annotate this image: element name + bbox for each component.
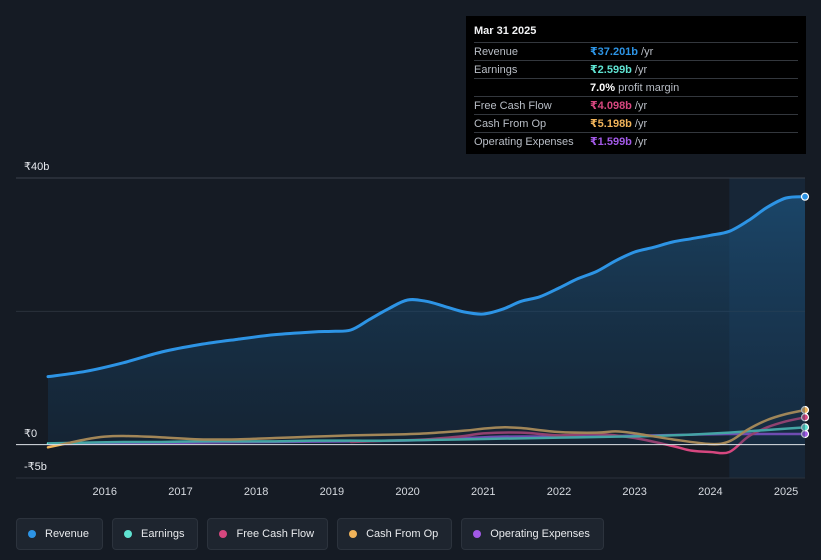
tooltip-label: Free Cash Flow bbox=[474, 99, 552, 112]
x-tick-label: 2025 bbox=[774, 486, 798, 498]
tooltip-row-earnings: Earnings ₹2.599b /yr bbox=[474, 60, 798, 78]
tooltip-unit: /yr bbox=[641, 45, 654, 58]
tooltip-row-cash-from-op: Cash From Op ₹5.198b /yr bbox=[474, 114, 798, 132]
legend-label: Revenue bbox=[45, 528, 90, 540]
legend-dot-icon bbox=[219, 530, 228, 538]
x-tick-label: 2024 bbox=[698, 486, 722, 498]
legend-item-free-cash-flow[interactable]: Free Cash Flow bbox=[207, 518, 329, 550]
x-tick-label: 2019 bbox=[320, 486, 344, 498]
x-tick-label: 2020 bbox=[395, 486, 419, 498]
y-label-bottom: -₹5b bbox=[24, 461, 47, 473]
series-layer bbox=[46, 192, 810, 455]
legend-dot-icon bbox=[349, 530, 358, 538]
legend-label: Earnings bbox=[141, 528, 185, 540]
chart: ₹40b ₹0 -₹5b 2016 2017 2018 2019 2020 2021 202… bbox=[16, 161, 810, 498]
tooltip-value: 7.0% bbox=[590, 81, 616, 94]
tooltip-value: ₹4.098b bbox=[590, 100, 632, 112]
legend-dot-icon bbox=[124, 530, 133, 538]
x-tick-label: 2018 bbox=[244, 486, 268, 498]
x-axis-ticks: 2016 2017 2018 2019 2020 2021 2022 2023 2024 2025 bbox=[93, 486, 799, 498]
tooltip-date: Mar 31 2025 bbox=[474, 25, 537, 37]
legend-dot-icon bbox=[28, 530, 36, 538]
tooltip-unit: /yr bbox=[634, 63, 648, 76]
y-label-top: ₹40b bbox=[24, 161, 49, 173]
legend-item-cash-from-op[interactable]: Cash From Op bbox=[337, 518, 453, 550]
tooltip-unit: /yr bbox=[634, 117, 648, 130]
tooltip-value: ₹2.599b bbox=[590, 64, 632, 76]
x-tick-label: 2016 bbox=[93, 486, 117, 498]
tooltip-value: ₹5.198b bbox=[590, 118, 632, 130]
tooltip-row-profit-margin: 7.0% profit margin bbox=[474, 78, 798, 96]
legend: Revenue Earnings Free Cash Flow Cash Fro… bbox=[16, 518, 604, 550]
x-tick-label: 2023 bbox=[622, 486, 646, 498]
tooltip-unit: profit margin bbox=[618, 81, 680, 94]
tooltip-value: ₹1.599b bbox=[590, 136, 632, 148]
revenue-line bbox=[46, 195, 807, 379]
x-tick-label: 2021 bbox=[471, 486, 495, 498]
legend-item-earnings[interactable]: Earnings bbox=[112, 518, 199, 550]
legend-label: Cash From Op bbox=[366, 528, 439, 540]
tooltip-row-operating-expenses: Operating Expenses ₹1.599b /yr bbox=[474, 132, 798, 150]
tooltip-unit: /yr bbox=[634, 99, 648, 112]
legend-label: Free Cash Flow bbox=[236, 528, 315, 540]
tooltip-label: Earnings bbox=[474, 63, 518, 76]
tooltip-unit: /yr bbox=[634, 135, 648, 148]
x-tick-label: 2022 bbox=[547, 486, 571, 498]
tooltip-row-free-cash-flow: Free Cash Flow ₹4.098b /yr bbox=[474, 96, 798, 114]
legend-item-revenue[interactable]: Revenue bbox=[16, 518, 104, 550]
revenue-area bbox=[48, 196, 805, 445]
x-tick-label: 2017 bbox=[168, 486, 192, 498]
tooltip-row-revenue: Revenue ₹37.201b /yr bbox=[474, 42, 798, 60]
y-label-zero: ₹0 bbox=[24, 428, 37, 440]
revenue-endpoint bbox=[800, 192, 810, 201]
tooltip-value: ₹37.201b bbox=[590, 46, 639, 58]
legend-label: Operating Expenses bbox=[490, 528, 590, 540]
legend-dot-icon bbox=[473, 530, 482, 538]
tooltip-label: Cash From Op bbox=[474, 117, 547, 130]
tooltip-label: Operating Expenses bbox=[474, 135, 574, 148]
tooltip-label: Revenue bbox=[474, 45, 519, 58]
legend-item-operating-expenses[interactable]: Operating Expenses bbox=[461, 518, 604, 550]
tooltip: Mar 31 2025 Revenue ₹37.201b /yr Earning… bbox=[466, 16, 806, 154]
